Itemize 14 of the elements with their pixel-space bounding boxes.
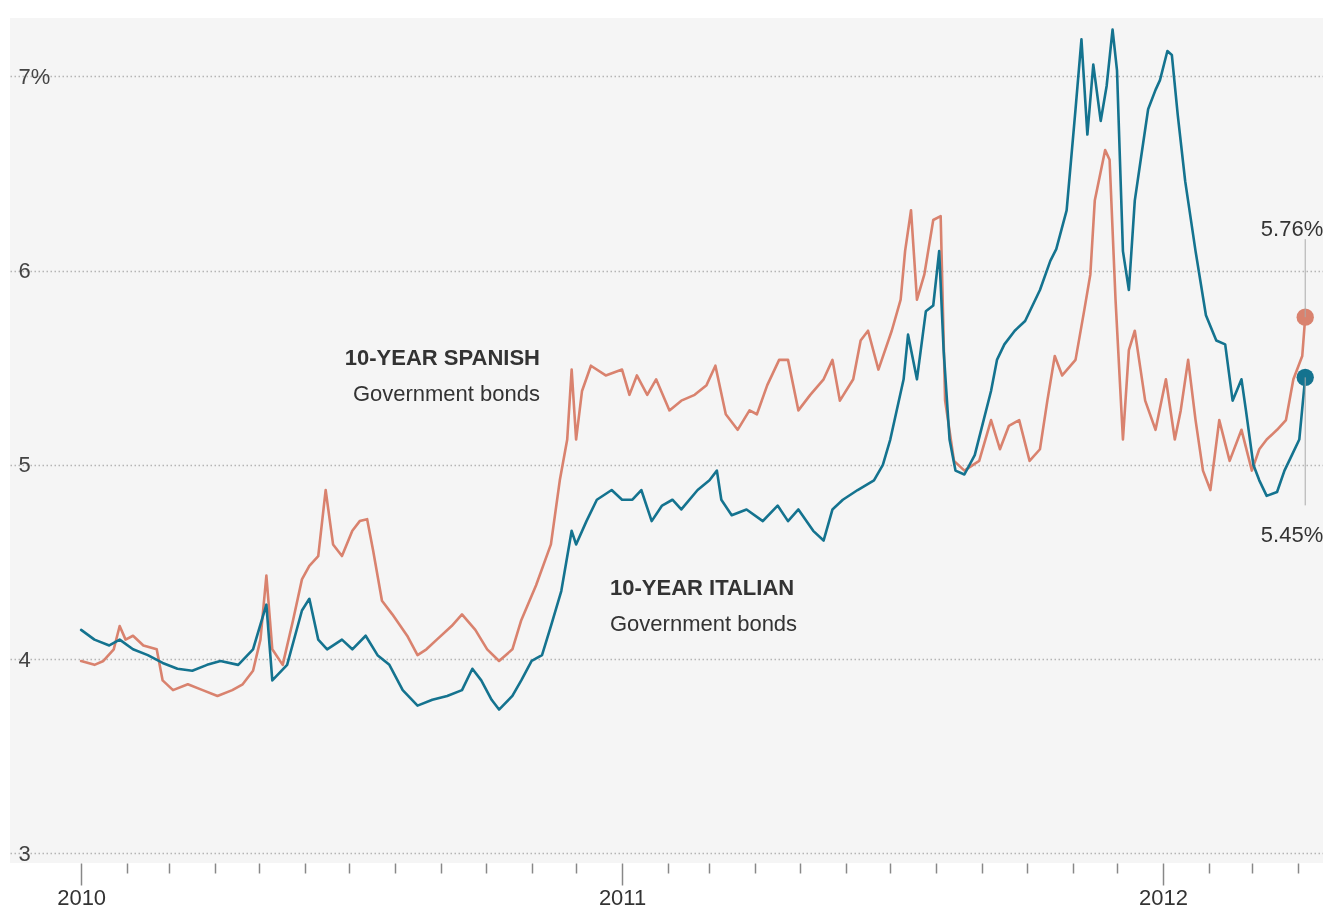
y-tick-label: 3 <box>18 840 31 866</box>
x-tick-label: 2010 <box>57 884 107 910</box>
annotation: Government bonds <box>352 381 540 406</box>
y-tick-label: 7% <box>18 63 51 89</box>
y-tick-label: 6 <box>18 258 31 284</box>
x-tick-label: 2012 <box>1138 884 1188 910</box>
text: 10-YEAR ITALIAN <box>610 575 795 600</box>
y-tick-label: 4 <box>18 646 31 672</box>
series-label: 10-YEAR SPANISH <box>344 345 540 370</box>
annotation: 5.45% <box>1260 522 1323 548</box>
y-tick-label: 5 <box>18 452 31 478</box>
annotation: Government bonds <box>610 611 798 636</box>
annotation: 5.76% <box>1260 216 1323 242</box>
x-tick-label: 2011 <box>598 884 647 910</box>
